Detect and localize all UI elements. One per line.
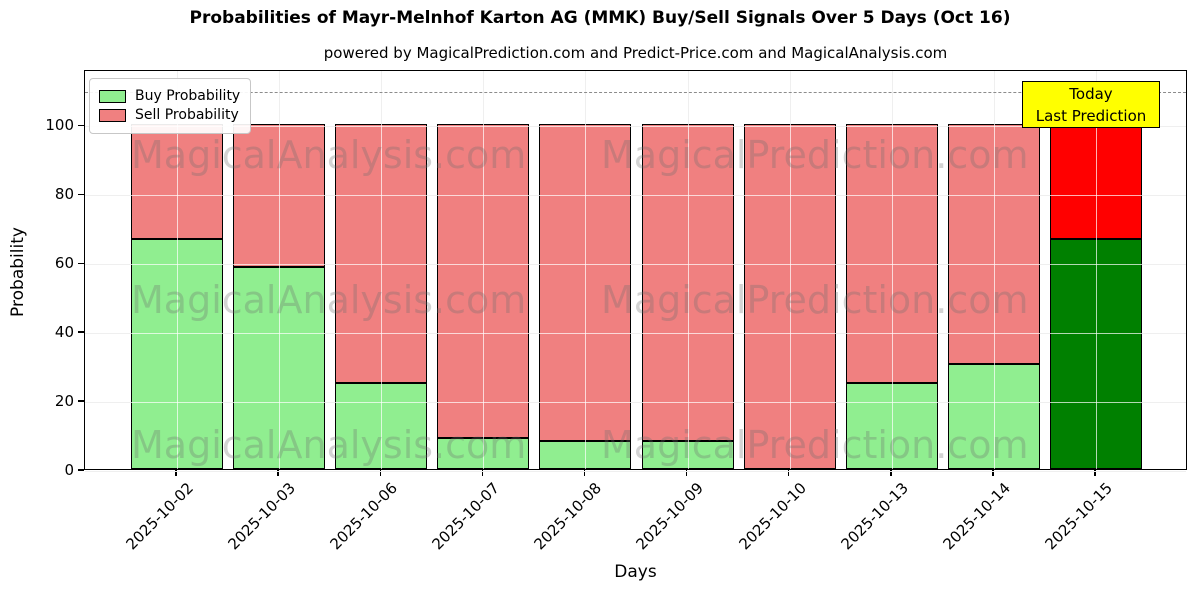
- y-tick-label-100: 100: [45, 116, 74, 135]
- y-axis-label: Probability: [8, 227, 28, 317]
- bar-segment-sell: [335, 124, 428, 383]
- v-gridline-2025-10-08: [585, 71, 587, 469]
- x-tick-2025-10-13: [890, 470, 892, 476]
- h-gridline-80: [85, 195, 1186, 197]
- y-tick-label-0: 0: [64, 461, 74, 479]
- bar-2025-10-14: [947, 124, 1040, 469]
- legend-buy-label: Buy Probability: [135, 88, 241, 104]
- legend-sell-label: Sell Probability: [135, 107, 239, 123]
- x-tick-2025-10-14: [992, 470, 994, 476]
- v-gridline-2025-10-14: [993, 71, 995, 469]
- x-tick-2025-10-02: [175, 470, 177, 476]
- bar-segment-buy: [641, 441, 734, 469]
- x-tick-label-2025-10-07: 2025-10-07: [428, 479, 504, 554]
- x-tick-label-2025-10-15: 2025-10-15: [1041, 479, 1116, 554]
- v-gridline-2025-10-02: [176, 71, 178, 469]
- v-gridline-2025-10-10: [789, 71, 791, 469]
- h-gridline-20: [85, 402, 1186, 404]
- x-tick-2025-10-03: [277, 470, 279, 476]
- h-gridline-100: [85, 126, 1186, 128]
- plot-area: Buy Probability Sell Probability Today L…: [84, 70, 1187, 472]
- bar-2025-10-02: [130, 124, 223, 469]
- v-gridline-2025-10-09: [687, 71, 689, 469]
- bar-segment-buy: [335, 382, 428, 469]
- h-gridline-40: [85, 333, 1186, 335]
- y-tick-20: [78, 400, 84, 402]
- chart-title: Probabilities of Mayr-Melnhof Karton AG …: [189, 8, 1011, 28]
- x-tick-2025-10-09: [685, 470, 688, 476]
- bar-2025-10-06: [335, 124, 428, 469]
- y-tick-80: [78, 193, 84, 195]
- x-tick-label-2025-10-08: 2025-10-08: [530, 479, 606, 554]
- y-tick-label-80: 80: [54, 185, 74, 204]
- x-tick-2025-10-08: [583, 470, 586, 476]
- y-tick-label-40: 40: [54, 323, 74, 342]
- v-gridline-2025-10-13: [891, 71, 893, 469]
- h-gridline-60: [85, 264, 1186, 266]
- x-tick-2025-10-07: [481, 470, 483, 476]
- today-annotation: Today Last Prediction: [1022, 81, 1160, 128]
- x-tick-label-2025-10-06: 2025-10-06: [326, 479, 401, 554]
- legend-entry-buy: Buy Probability: [99, 88, 240, 105]
- y-tick-label-60: 60: [54, 254, 74, 273]
- v-gridline-2025-10-15: [1096, 71, 1098, 469]
- x-axis-label: Days: [614, 562, 657, 582]
- x-tick-label-2025-10-09: 2025-10-09: [632, 479, 708, 554]
- v-gridline-2025-10-07: [483, 71, 485, 469]
- h-gridline-0: [85, 471, 1186, 472]
- sell-swatch-icon: [99, 109, 126, 122]
- threshold-dashed-line: [85, 91, 1186, 93]
- y-tick-60: [78, 262, 84, 264]
- bar-segment-sell: [641, 124, 734, 442]
- annotation-line2: Last Prediction: [1035, 107, 1147, 125]
- legend-entry-sell: Sell Probability: [99, 107, 240, 124]
- y-tick-0: [78, 469, 84, 471]
- x-tick-label-2025-10-10: 2025-10-10: [735, 479, 810, 554]
- x-tick-label-2025-10-03: 2025-10-03: [224, 479, 299, 554]
- x-tick-2025-10-15: [1094, 470, 1096, 476]
- chart-subtitle: powered by MagicalPrediction.com and Pre…: [323, 44, 948, 62]
- y-tick-40: [78, 331, 84, 333]
- v-gridline-2025-10-03: [279, 71, 281, 469]
- x-tick-label-2025-10-02: 2025-10-02: [122, 479, 197, 554]
- y-tick-label-20: 20: [54, 392, 74, 411]
- bar-segment-sell: [947, 124, 1040, 364]
- annotation-line1: Today: [1069, 85, 1113, 103]
- v-gridline-2025-10-06: [381, 71, 383, 469]
- buy-swatch-icon: [99, 90, 126, 103]
- legend: Buy Probability Sell Probability: [89, 78, 252, 134]
- x-tick-label-2025-10-13: 2025-10-13: [837, 479, 912, 554]
- x-tick-2025-10-10: [788, 470, 790, 476]
- x-tick-2025-10-06: [379, 470, 381, 476]
- x-tick-label-2025-10-14: 2025-10-14: [939, 479, 1014, 554]
- bar-2025-10-09: [641, 124, 734, 469]
- bar-segment-buy: [947, 363, 1040, 469]
- y-tick-100: [78, 124, 84, 126]
